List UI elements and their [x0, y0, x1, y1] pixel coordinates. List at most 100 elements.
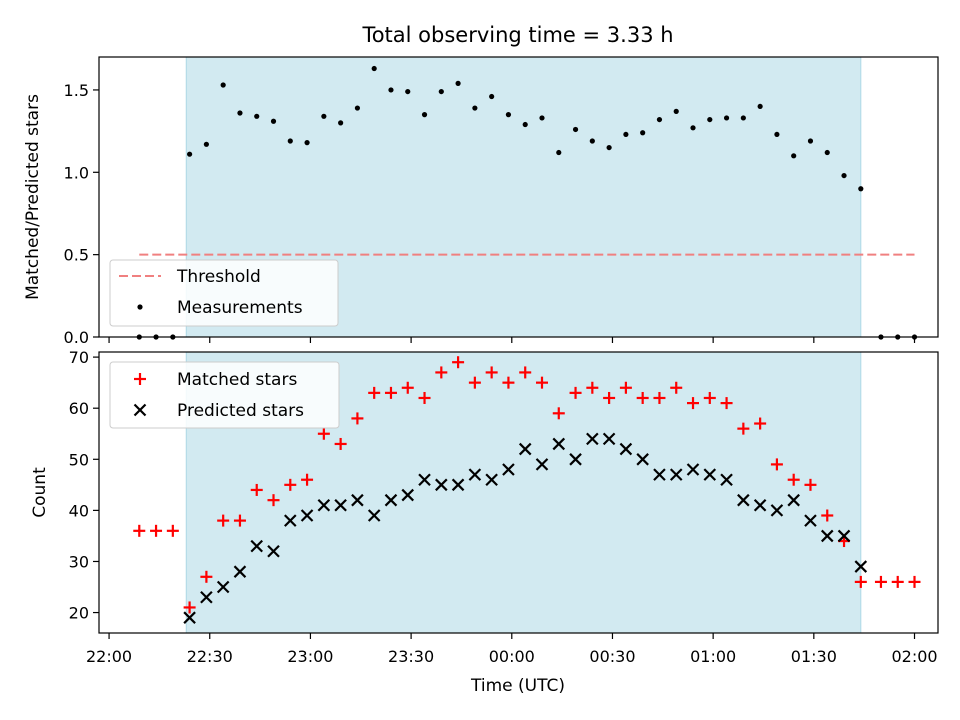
x-stroke	[552, 437, 566, 451]
count-panel-frame	[98, 351, 939, 634]
x-tick-label: 23:30	[388, 647, 434, 666]
matched-star-point	[908, 575, 921, 588]
matched-star-point	[535, 376, 548, 389]
measurement-point	[421, 112, 428, 118]
measurement-point	[388, 87, 394, 93]
measurement-point	[354, 105, 361, 111]
ratio-legend: Threshold Measurements	[109, 259, 339, 327]
measurement-point	[321, 113, 327, 119]
matched-star-point	[854, 575, 867, 588]
predicted-star-point	[703, 468, 717, 481]
matched-star-point	[384, 386, 397, 399]
x-stroke	[854, 560, 868, 573]
legend-box	[109, 259, 339, 327]
x-stroke	[418, 473, 431, 487]
x-stroke	[250, 539, 264, 553]
measurement-point	[707, 116, 713, 123]
predicted-star-point	[451, 478, 465, 492]
matched-star-point	[217, 514, 230, 527]
measurement-point	[371, 65, 377, 72]
matched-star-point	[787, 473, 800, 486]
x-tick-label: 01:00	[690, 647, 736, 666]
predicted-star-point	[804, 514, 817, 527]
predicted-star-point	[418, 473, 431, 487]
matched-star-point	[267, 494, 280, 507]
measurement-point	[556, 149, 562, 156]
measurement-point	[237, 110, 243, 116]
x-stroke	[334, 498, 347, 512]
predicted-stars-points	[183, 432, 868, 624]
matched-star-point	[200, 570, 213, 583]
legend-matched-swatch	[134, 373, 146, 385]
y-tick-label: 0.0	[64, 328, 89, 347]
predicted-star-point	[619, 442, 633, 456]
matched-star-point	[452, 356, 465, 369]
y-tick-label: 1.0	[64, 163, 89, 182]
y-tick-label: 60	[69, 399, 89, 418]
measurement-point	[455, 80, 461, 86]
matched-star-point	[418, 391, 431, 404]
measurement-point	[589, 138, 595, 144]
x-stroke	[770, 504, 784, 517]
matched-star-point	[250, 483, 263, 496]
matched-star-point	[435, 366, 448, 379]
x-stroke	[787, 493, 800, 507]
matched-star-point	[368, 386, 381, 399]
matched-star-point	[133, 524, 146, 537]
predicted-star-point	[267, 544, 280, 558]
measurement-point	[304, 140, 310, 146]
matched-star-point	[891, 575, 904, 588]
predicted-star-point	[502, 463, 515, 476]
matched-star-point	[703, 391, 716, 404]
predicted-star-point	[753, 498, 767, 512]
predicted-star-point	[720, 473, 733, 487]
x-stroke	[636, 453, 649, 466]
ratio-panel-frame	[98, 56, 939, 338]
x-stroke	[267, 544, 280, 558]
x-stroke	[367, 509, 381, 522]
x-stroke	[737, 493, 750, 507]
x-stroke	[216, 580, 230, 594]
x-stroke	[804, 514, 817, 527]
count-y-axis-label: Count	[30, 467, 50, 518]
x-stroke	[837, 529, 851, 543]
x-stroke	[317, 498, 331, 512]
ratio-y-axis: 0.0 0.5 1.0 1.5	[64, 81, 99, 347]
legend-box	[109, 361, 340, 429]
measurement-point	[287, 138, 293, 144]
y-tick-label: 20	[69, 604, 89, 623]
legend-threshold-label: Threshold	[176, 267, 261, 287]
x-stroke	[300, 509, 314, 522]
x-stroke	[653, 468, 666, 481]
x-tick-label: 22:30	[187, 647, 233, 666]
matched-star-point	[770, 458, 783, 471]
matched-star-point	[687, 397, 700, 410]
predicted-star-point	[300, 509, 314, 522]
predicted-star-point	[770, 504, 784, 517]
x-stroke	[686, 463, 700, 476]
predicted-star-point	[200, 590, 213, 604]
matched-star-point	[569, 386, 582, 399]
matched-star-point	[301, 473, 314, 486]
matched-star-point	[233, 514, 246, 527]
predicted-star-point	[854, 560, 868, 573]
x-stroke	[820, 529, 834, 543]
measurement-point	[522, 121, 528, 128]
x-stroke	[569, 453, 582, 466]
measurement-point	[572, 126, 579, 133]
predicted-star-point	[820, 529, 834, 543]
measurement-point	[187, 151, 193, 157]
measurement-point	[791, 153, 797, 159]
measurement-point	[220, 82, 226, 88]
predicted-star-point	[837, 529, 851, 543]
predicted-star-point	[535, 458, 549, 471]
x-tick-label: 22:00	[86, 647, 132, 666]
x-tick-label: 23:00	[287, 647, 333, 666]
predicted-star-point	[518, 442, 532, 456]
matched-star-point	[485, 366, 498, 379]
matched-star-point	[619, 381, 632, 394]
legend-predicted-swatch	[133, 403, 147, 417]
matched-star-point	[284, 478, 297, 491]
measurement-point	[757, 103, 763, 110]
count-y-axis: 20 30 40 50 60 70	[69, 348, 99, 623]
